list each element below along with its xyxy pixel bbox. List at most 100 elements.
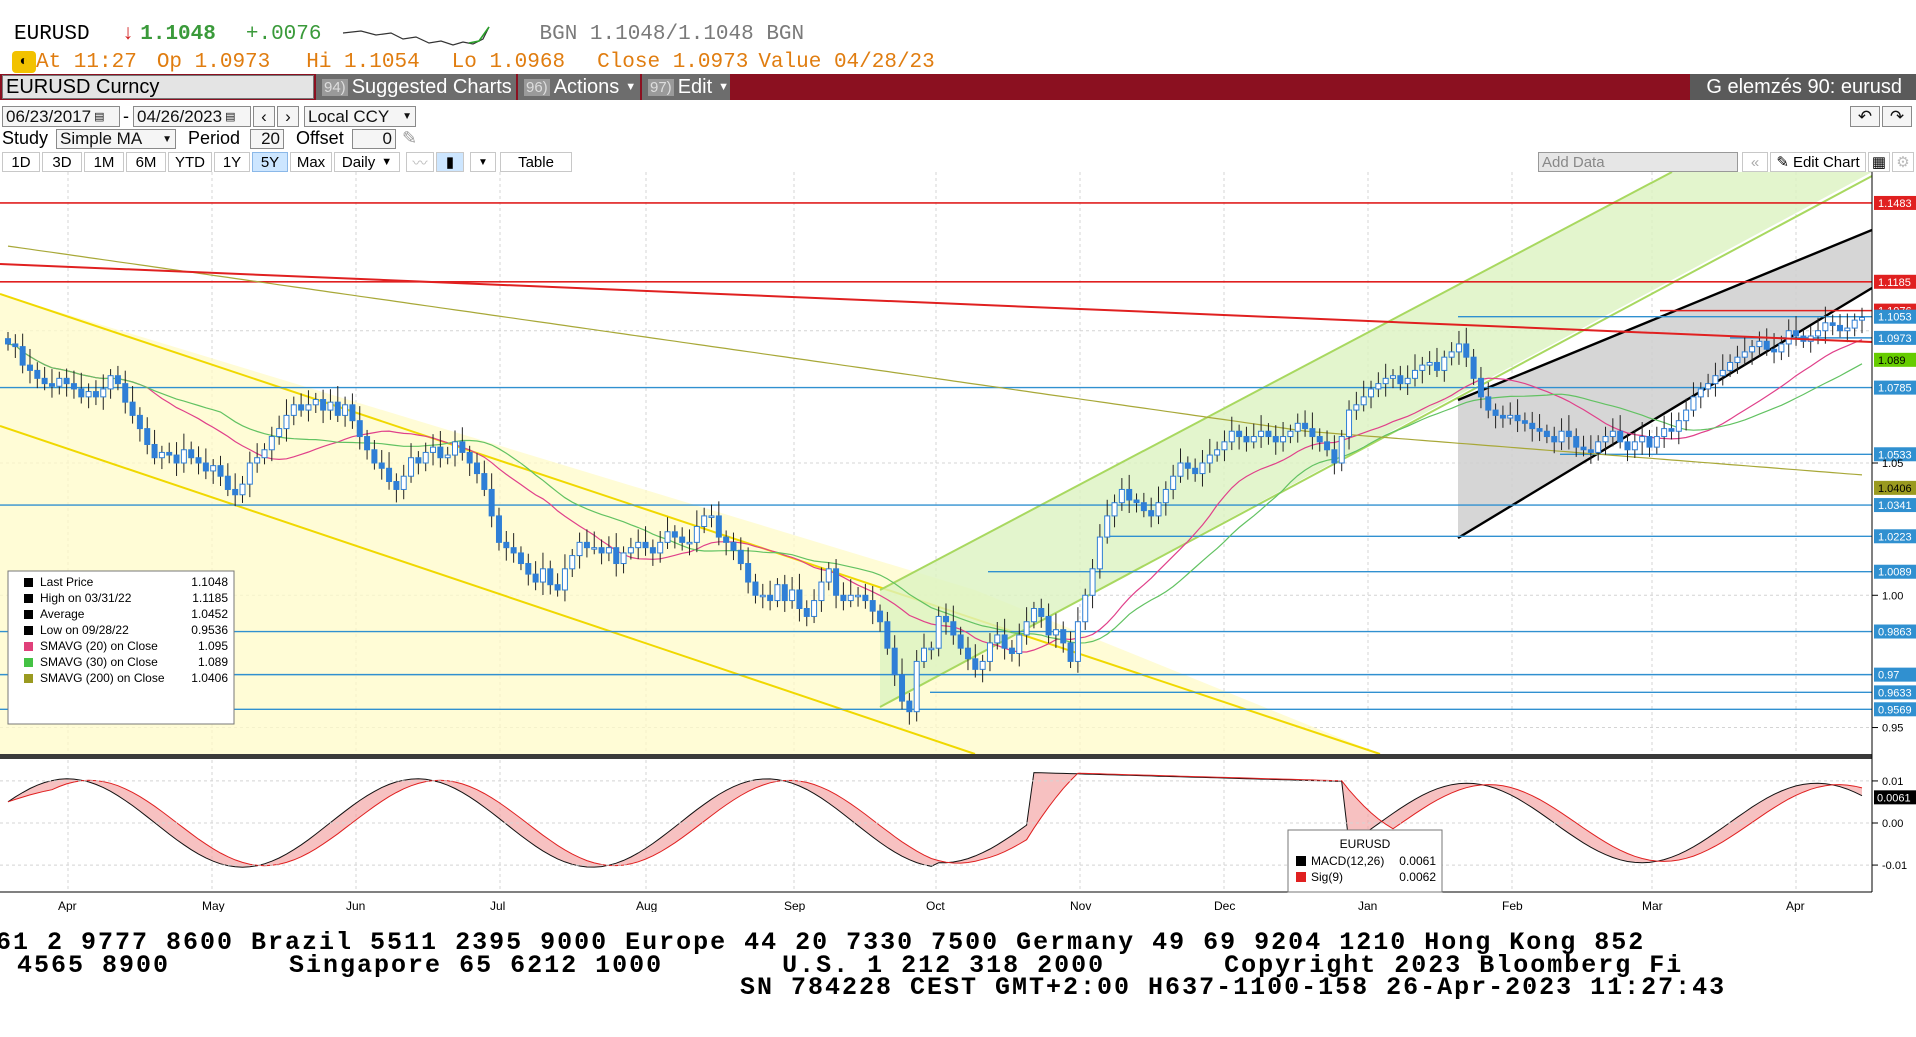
range-button-5y[interactable]: 5Y xyxy=(252,152,288,172)
calendar-icon[interactable]: ▤ xyxy=(94,111,105,123)
candle-body xyxy=(972,658,979,670)
range-button-6m[interactable]: 6M xyxy=(126,152,166,172)
price-label-box xyxy=(1874,667,1916,682)
macd-legend-box xyxy=(1287,829,1443,893)
range-button-max[interactable]: Max xyxy=(290,152,332,172)
chart-settings-icon[interactable]: ▦ xyxy=(1868,152,1890,172)
collapse-icon[interactable]: « xyxy=(1742,152,1768,172)
legend-value: 1.1185 xyxy=(192,591,228,605)
candle-body xyxy=(473,462,480,475)
frequency-select[interactable]: Daily ▼ xyxy=(334,152,400,172)
price-label-text: 0.97 xyxy=(1878,670,1899,682)
line-chart-icon[interactable]: 〰 xyxy=(406,152,434,172)
candle-body xyxy=(1455,343,1462,353)
prev-period-button[interactable]: ‹ xyxy=(253,106,275,127)
candle-body xyxy=(1749,346,1756,353)
candle-body xyxy=(1580,446,1587,451)
candle-body xyxy=(693,525,700,543)
candle-body xyxy=(158,451,165,459)
table-button[interactable]: Table xyxy=(500,152,572,172)
candle-body xyxy=(1258,430,1265,438)
range-button-1m[interactable]: 1M xyxy=(84,152,124,172)
security-field[interactable]: EURUSD Curncy xyxy=(2,75,314,99)
candle-body xyxy=(5,338,11,345)
add-data-input[interactable]: Add Data xyxy=(1538,152,1738,172)
candle-body xyxy=(862,594,869,602)
candle-body xyxy=(1433,361,1440,371)
price-label: 1.0406 xyxy=(1874,480,1916,495)
edit-chart-button[interactable]: ✎ Edit Chart xyxy=(1770,152,1866,172)
currency-select[interactable]: Local CCY ▼ xyxy=(304,106,416,127)
workspace-title: G elemzés 90: eurusd xyxy=(1690,74,1916,100)
suggested-charts-button[interactable]: 94) Suggested Charts xyxy=(316,74,516,100)
ohlc-line: ◐ At 11:27 Op 1.0973 Hi 1.1054 Lo 1.0968… xyxy=(0,48,935,76)
pencil-icon[interactable]: ✎ xyxy=(402,128,418,148)
candle-chart-icon[interactable]: ▮ xyxy=(436,152,464,172)
candle-body xyxy=(1609,430,1616,438)
gauge-icon[interactable]: ◐ xyxy=(12,51,36,73)
calendar-icon[interactable]: ▤ xyxy=(225,111,236,123)
candle-body xyxy=(1741,351,1748,358)
candle-body xyxy=(386,467,393,483)
candle-body xyxy=(180,449,187,464)
range-button-1d[interactable]: 1D xyxy=(2,152,40,172)
candle-body xyxy=(774,584,781,602)
range-button-1y[interactable]: 1Y xyxy=(214,152,250,172)
candle-body xyxy=(1763,340,1770,350)
legend-swatch xyxy=(24,626,33,635)
candle-body xyxy=(620,552,627,565)
price-label-text: 1.1185 xyxy=(1878,277,1911,289)
end-date-input[interactable]: 04/26/2023 ▤ xyxy=(133,106,251,127)
candle-body xyxy=(246,462,253,485)
candle-body xyxy=(891,647,898,676)
legend-swatch xyxy=(24,642,33,651)
edit-button[interactable]: 97) Edit ▼ xyxy=(642,74,730,100)
redo-button[interactable]: ↷ xyxy=(1882,106,1912,127)
period-label: Period xyxy=(188,128,241,148)
candle-body xyxy=(1265,430,1272,438)
candle-body xyxy=(1162,488,1169,504)
start-date-input[interactable]: 06/23/2017 ▤ xyxy=(2,106,120,127)
offset-input[interactable]: 0 xyxy=(352,129,396,149)
candle-body xyxy=(840,594,847,602)
macd-legend-title: EURUSD xyxy=(1340,837,1391,851)
candle-body xyxy=(26,364,33,371)
candle-body xyxy=(1668,428,1675,432)
chart-type-dropdown[interactable]: ▼ xyxy=(470,152,496,172)
candle-body xyxy=(430,446,437,453)
gear-icon[interactable]: ⚙ xyxy=(1892,152,1914,172)
candle-body xyxy=(1206,454,1213,464)
price-label: 0.9633 xyxy=(1874,685,1916,700)
candle-body xyxy=(129,401,136,416)
candle-body xyxy=(1661,428,1668,438)
candle-body xyxy=(1851,319,1858,329)
candle-body xyxy=(210,465,217,472)
month-label: Sep xyxy=(784,899,806,912)
candle-body xyxy=(1624,441,1631,451)
candle-body xyxy=(1543,430,1550,438)
price-chart[interactable]: 1.14831.11851.10761.10531.09731.0891.078… xyxy=(0,172,1916,912)
candle-body xyxy=(781,584,788,602)
actions-button[interactable]: 96) Actions ▼ xyxy=(518,74,640,100)
candle-body xyxy=(1148,510,1155,517)
period-input[interactable]: 20 xyxy=(250,129,284,149)
range-button-ytd[interactable]: YTD xyxy=(168,152,212,172)
bloomberg-footer: 61 2 9777 8600 Brazil 5511 2395 9000 Eur… xyxy=(0,920,1916,1037)
macd-last-box xyxy=(1874,790,1916,805)
candle-body xyxy=(1316,436,1323,443)
candle-body xyxy=(1067,642,1074,662)
candle-body xyxy=(708,515,715,518)
candle-body xyxy=(70,383,77,390)
macd-legend-swatch xyxy=(1296,872,1306,882)
edit-num: 97) xyxy=(648,78,674,96)
end-date-value: 04/26/2023 xyxy=(137,106,223,126)
undo-button[interactable]: ↶ xyxy=(1850,106,1880,127)
legend-label: Average xyxy=(40,607,85,621)
macd-legend: EURUSD MACD(12,26) 0.0061 Sig(9) 0.0062 xyxy=(1287,829,1443,893)
value-date: Value 04/28/23 xyxy=(758,50,935,74)
range-button-3d[interactable]: 3D xyxy=(42,152,82,172)
study-select[interactable]: Simple MA ▼ xyxy=(56,129,176,149)
next-period-button[interactable]: › xyxy=(277,106,299,127)
suggested-label: Suggested Charts xyxy=(351,75,512,98)
candle-body xyxy=(1111,502,1118,517)
